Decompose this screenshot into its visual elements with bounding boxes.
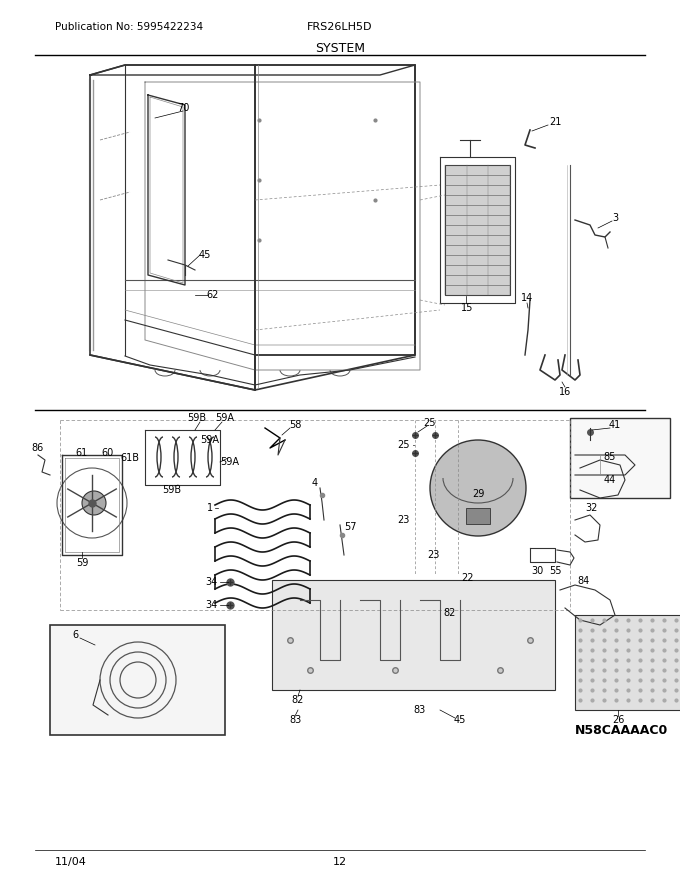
Text: 25: 25 xyxy=(398,440,410,450)
Text: 58: 58 xyxy=(289,420,301,430)
Text: 32: 32 xyxy=(585,503,598,513)
Text: 84: 84 xyxy=(578,576,590,586)
Text: 11/04: 11/04 xyxy=(55,857,87,867)
Bar xyxy=(570,418,670,498)
Text: 45: 45 xyxy=(454,715,466,725)
Text: FRS26LH5D: FRS26LH5D xyxy=(307,22,373,32)
Text: 23: 23 xyxy=(398,515,410,525)
Text: 6: 6 xyxy=(72,630,78,640)
Text: 57: 57 xyxy=(344,522,356,532)
Text: 29: 29 xyxy=(472,489,484,499)
Text: 12: 12 xyxy=(333,857,347,867)
Text: 22: 22 xyxy=(462,573,474,583)
Polygon shape xyxy=(272,580,555,690)
Circle shape xyxy=(430,440,526,536)
Text: 34: 34 xyxy=(206,577,218,587)
Text: N58CAAAAC0: N58CAAAAC0 xyxy=(575,723,668,737)
Bar xyxy=(466,508,490,524)
Text: 4: 4 xyxy=(312,478,318,488)
Circle shape xyxy=(82,491,106,515)
Text: 85: 85 xyxy=(604,452,616,462)
Text: 3: 3 xyxy=(612,213,618,223)
Text: 1: 1 xyxy=(207,503,213,513)
Text: 86: 86 xyxy=(32,443,44,453)
Text: 59B: 59B xyxy=(188,413,207,423)
Bar xyxy=(50,625,225,735)
Text: 59A: 59A xyxy=(220,457,239,467)
Bar xyxy=(575,615,680,710)
Text: 41: 41 xyxy=(609,420,621,430)
Text: 55: 55 xyxy=(549,566,561,576)
Text: 59B: 59B xyxy=(163,485,182,495)
Text: 45: 45 xyxy=(199,250,211,260)
Text: 83: 83 xyxy=(289,715,301,725)
Text: 25: 25 xyxy=(424,418,437,428)
Text: 34: 34 xyxy=(206,600,218,610)
Text: 59A: 59A xyxy=(216,413,235,423)
Text: 59: 59 xyxy=(75,558,88,568)
Text: 23: 23 xyxy=(427,550,439,560)
Text: 30: 30 xyxy=(531,566,543,576)
Text: 15: 15 xyxy=(461,303,473,313)
Text: 82: 82 xyxy=(444,608,456,618)
Text: 16: 16 xyxy=(559,387,571,397)
Bar xyxy=(445,165,510,295)
Text: 44: 44 xyxy=(604,475,616,485)
Text: 59A: 59A xyxy=(201,435,220,445)
Text: 70: 70 xyxy=(177,103,189,113)
Text: 82: 82 xyxy=(292,695,304,705)
Text: 21: 21 xyxy=(549,117,561,127)
Text: Publication No: 5995422234: Publication No: 5995422234 xyxy=(55,22,203,32)
Text: 60: 60 xyxy=(102,448,114,458)
Text: 61: 61 xyxy=(76,448,88,458)
Text: 14: 14 xyxy=(521,293,533,303)
Text: 83: 83 xyxy=(414,705,426,715)
Text: 61B: 61B xyxy=(120,453,139,463)
Text: SYSTEM: SYSTEM xyxy=(315,42,365,55)
Text: 26: 26 xyxy=(612,715,624,725)
Text: 62: 62 xyxy=(207,290,219,300)
